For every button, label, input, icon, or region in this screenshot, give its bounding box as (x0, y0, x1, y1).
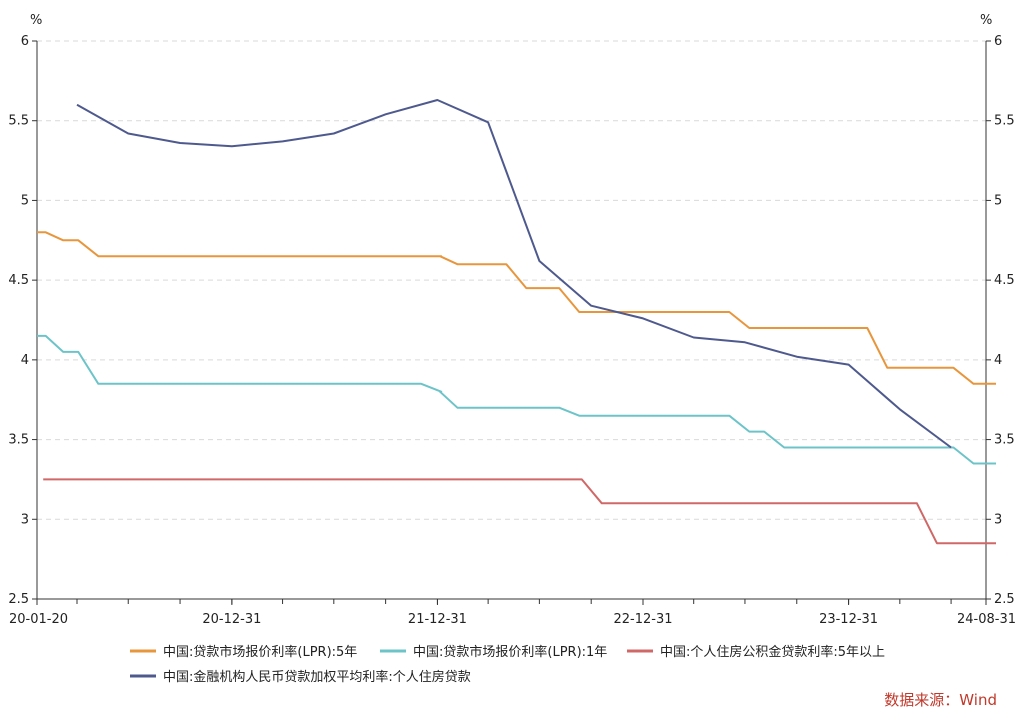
series-line-2 (43, 478, 996, 545)
y-tick-label-left: 3 (21, 512, 29, 527)
left-axis-unit: % (30, 13, 42, 28)
y-tick-label-left: 6 (21, 34, 29, 49)
right-axis-unit: % (980, 13, 992, 28)
legend-label: 中国:贷款市场报价利率(LPR):1年 (413, 644, 607, 660)
y-tick-label-left: 4 (21, 353, 29, 368)
y-tick-label-right: 4 (994, 353, 1002, 368)
source-note: 数据来源：Wind (884, 691, 997, 709)
y-tick-label-right: 5 (994, 193, 1002, 208)
y-tick-label-right: 4.5 (994, 273, 1015, 288)
series-line-0 (37, 231, 996, 385)
y-tick-label-left: 2.5 (8, 592, 29, 607)
y-tick-label-right: 3 (994, 512, 1002, 527)
x-tick-label: 24-08-31 (957, 612, 1016, 627)
y-tick-label-right: 2.5 (994, 592, 1015, 607)
series-line-3 (76, 99, 952, 449)
series-layer (37, 99, 996, 545)
x-tick-label: 22-12-31 (614, 612, 673, 627)
axis-layer: % % (30, 13, 992, 600)
y-tick-label-left: 3.5 (8, 433, 29, 448)
y-tick-label-right: 3.5 (994, 433, 1015, 448)
y-tick-layer: 2.5 2.5 3 3 3.5 3.5 4 4 4.5 4.5 5 5 5.5 5.5 6 6 (8, 34, 1014, 607)
y-tick-label-right: 5.5 (994, 114, 1015, 129)
x-tick-label: 20-01-20 (9, 612, 68, 627)
y-tick-label-left: 5 (21, 193, 29, 208)
legend-label: 中国:金融机构人民币贷款加权平均利率:个人住房贷款 (163, 669, 471, 685)
y-tick-label-right: 6 (994, 34, 1002, 49)
legend: 中国:贷款市场报价利率(LPR):5年 中国:贷款市场报价利率(LPR):1年 中国… (130, 644, 885, 685)
y-tick-label-left: 5.5 (8, 114, 29, 129)
y-tick-label-left: 4.5 (8, 273, 29, 288)
legend-label: 中国:贷款市场报价利率(LPR):5年 (163, 644, 357, 660)
x-tick-label: 20-12-31 (202, 612, 261, 627)
series-line-1 (37, 334, 996, 465)
x-tick-layer: 20-01-20 20-12-31 21-12-31 22-12-31 23-12-31… (9, 599, 1016, 627)
x-tick-label: 21-12-31 (408, 612, 467, 627)
legend-label: 中国:个人住房公积金贷款利率:5年以上 (660, 644, 885, 660)
x-tick-label: 23-12-31 (819, 612, 878, 627)
